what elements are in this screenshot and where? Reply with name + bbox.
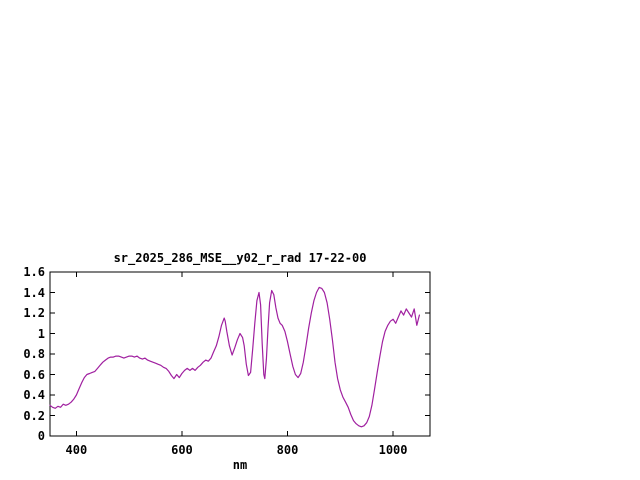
y-tick-label: 1.2 — [23, 306, 45, 320]
y-tick-label: 0.2 — [23, 408, 45, 423]
x-tick-label: 800 — [276, 443, 299, 457]
y-tick-label: 0.4 — [23, 388, 45, 402]
y-tick-label: 1.4 — [23, 285, 45, 300]
y-tick-label: 0.8 — [23, 347, 45, 361]
y-tick-label: 1.6 — [23, 265, 45, 279]
y-tick-label: 1 — [37, 326, 45, 341]
y-tick-label: 0 — [37, 429, 45, 443]
chart-title: sr_2025_286_MSE__y02_r_rad 17-22-00 — [113, 251, 367, 265]
x-tick-label: 1000 — [378, 443, 408, 457]
y-tick-label: 0.6 — [23, 367, 45, 382]
x-tick-label: 400 — [65, 443, 88, 457]
x-axis-label: nm — [232, 458, 248, 472]
x-tick-label: 600 — [171, 443, 193, 457]
